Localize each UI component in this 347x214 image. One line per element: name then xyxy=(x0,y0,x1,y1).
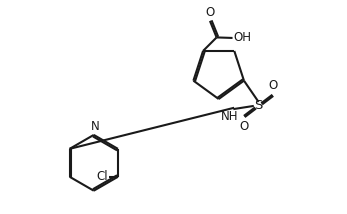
Text: S: S xyxy=(254,100,263,112)
Text: N: N xyxy=(91,120,100,133)
Text: OH: OH xyxy=(234,31,252,45)
Text: NH: NH xyxy=(221,110,238,123)
Text: O: O xyxy=(205,6,214,19)
Text: Cl: Cl xyxy=(96,170,108,183)
Text: O: O xyxy=(268,79,278,92)
Text: O: O xyxy=(239,120,249,133)
